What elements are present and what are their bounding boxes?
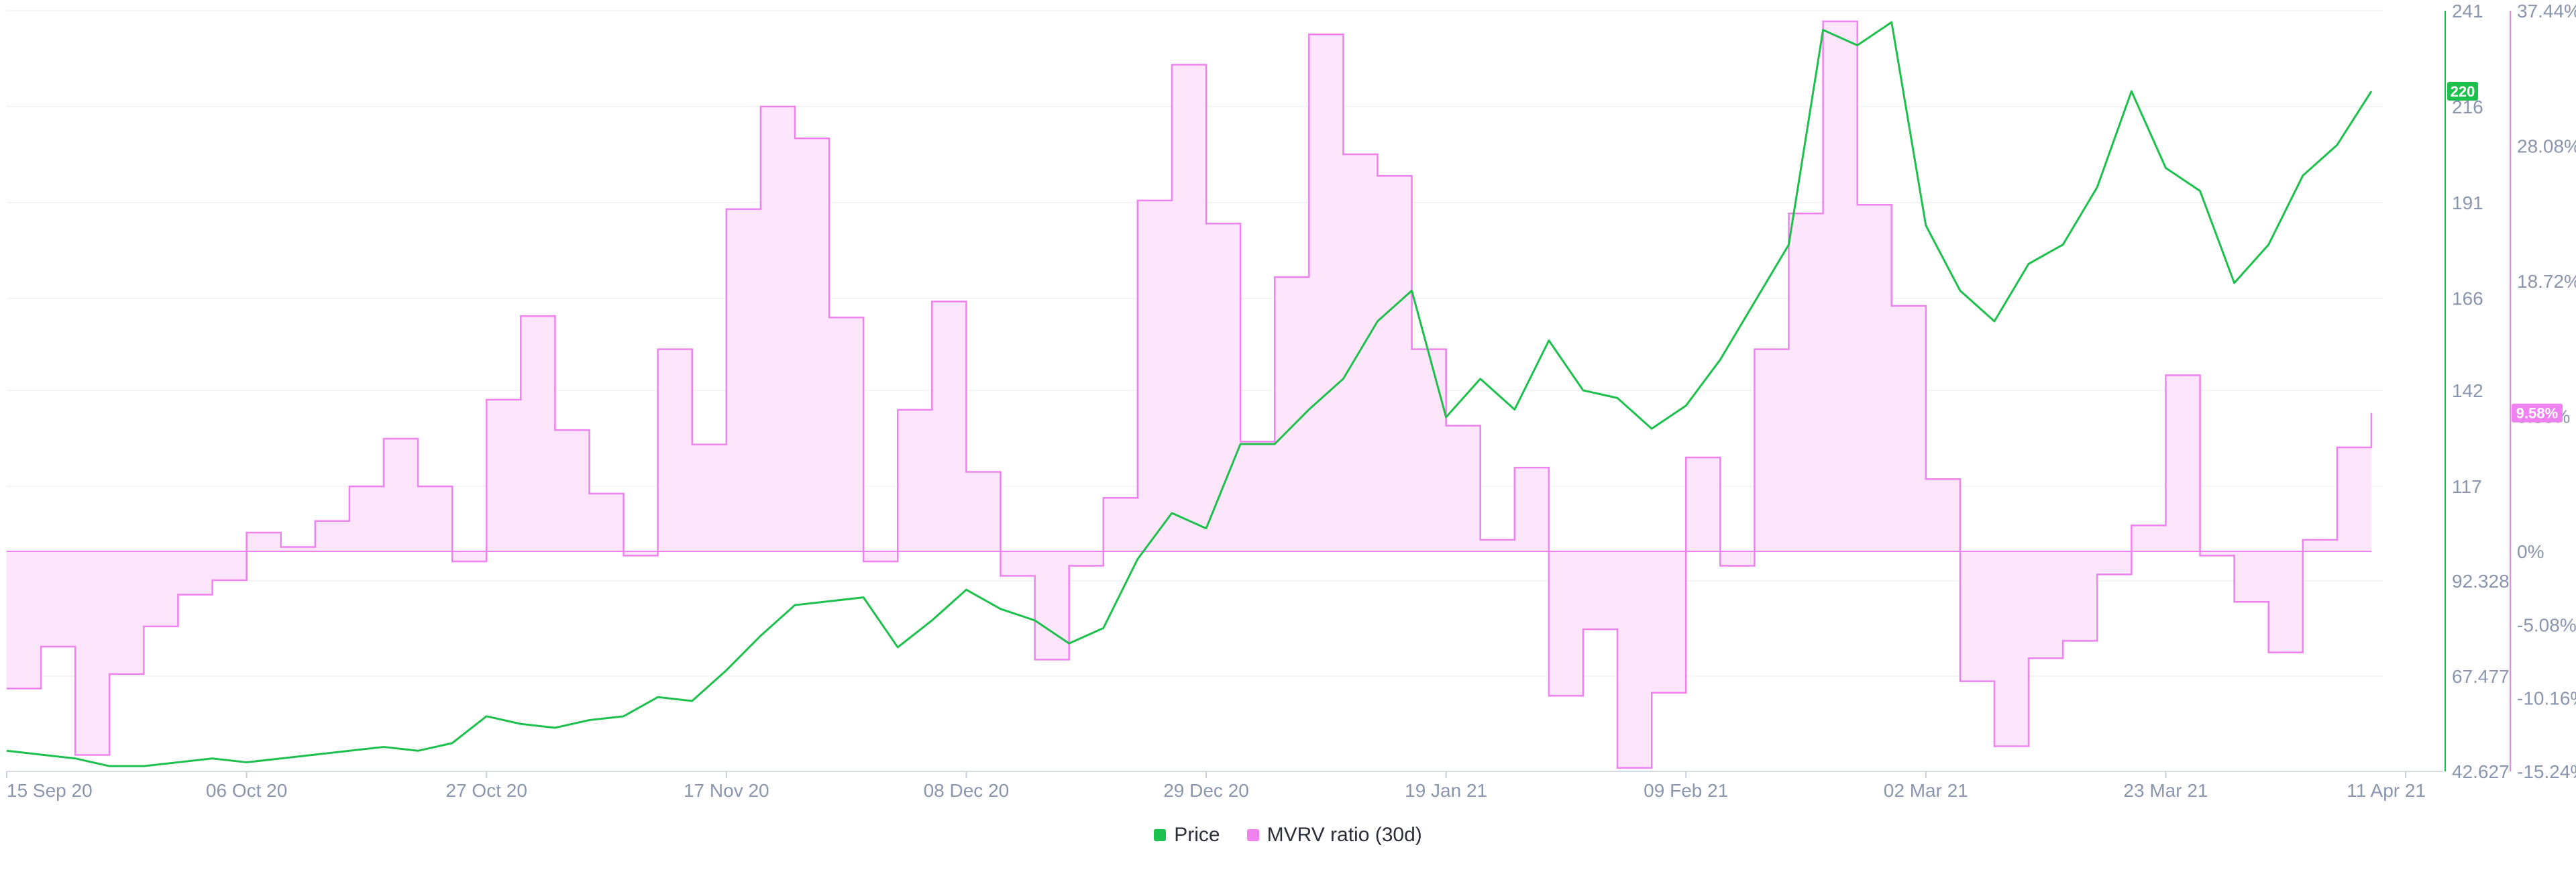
x-tick-label: 08 Dec 20 (924, 780, 1010, 801)
price-series-line (6, 21, 2373, 767)
x-tick-label: 29 Dec 20 (1163, 780, 1249, 801)
price-tick-label: 42.627 (2452, 761, 2510, 782)
chart-legend: Price MVRV ratio (30d) (0, 824, 2576, 847)
price-line-series (6, 21, 2373, 767)
x-tick-label: 27 Oct 20 (446, 780, 527, 801)
mvrv-current-label: 9.58% (2516, 405, 2558, 422)
mvrv-swatch (1246, 829, 1259, 841)
legend-item-mvrv[interactable]: MVRV ratio (30d) (1246, 824, 1422, 847)
mvrv-tick-label: 18.72% (2517, 271, 2576, 292)
mvrv-tick-label: 28.08% (2517, 135, 2576, 156)
x-tick-label: 15 Sep 20 (7, 780, 93, 801)
x-axis-ticks: 15 Sep 20 06 Oct 20 27 Oct 20 17 Nov 20 08 D… (6, 771, 2426, 801)
current-value-badges: 220 9.58% (2447, 82, 2563, 423)
mvrv-tick-label: 0% (2517, 541, 2544, 562)
mvrv-area-fill (7, 21, 2371, 768)
mvrv-series-line (7, 20, 2373, 769)
price-tick-label: 92.328 (2452, 571, 2510, 592)
price-tick-label: 166 (2452, 288, 2483, 309)
price-current-badge: 220 (2447, 82, 2478, 101)
price-tick-label: 142 (2452, 380, 2483, 401)
mvrv-current-badge: 9.58% (2512, 403, 2563, 423)
x-tick-label: 02 Mar 21 (1884, 780, 1968, 801)
price-tick-label: 67.477 (2452, 666, 2510, 687)
price-tick-label: 117 (2452, 476, 2482, 497)
price-tick-label: 191 (2452, 193, 2483, 213)
x-tick-label: 11 Apr 21 (2347, 780, 2426, 801)
mvrv-tick-label: 37.44% (2517, 1, 2576, 21)
mvrv-tick-label: -5.08% (2517, 614, 2576, 635)
price-swatch (1154, 829, 1167, 841)
x-tick-label: 17 Nov 20 (684, 780, 769, 801)
mvrv-line-series (7, 20, 2373, 769)
mvrv-area (7, 21, 2371, 768)
mvrv-tick-label: -15.24% (2517, 761, 2576, 782)
price-tick-label: 241 (2452, 1, 2483, 21)
x-tick-label: 23 Mar 21 (2123, 780, 2208, 801)
mvrv-axis-ticks: 37.44%28.08%18.72%9.36%0%-5.08%-10.16%-1… (2517, 1, 2576, 782)
mvrv-tick-label: -10.16% (2517, 688, 2576, 709)
x-tick-label: 06 Oct 20 (206, 780, 287, 801)
legend-label-price: Price (1174, 824, 1220, 846)
x-tick-label: 09 Feb 21 (1644, 780, 1728, 801)
axes (7, 11, 2511, 772)
price-current-label: 220 (2451, 83, 2475, 100)
x-tick-label: 19 Jan 21 (1405, 780, 1487, 801)
legend-item-price[interactable]: Price (1154, 824, 1220, 847)
legend-label-mvrv: MVRV ratio (30d) (1267, 824, 1422, 846)
